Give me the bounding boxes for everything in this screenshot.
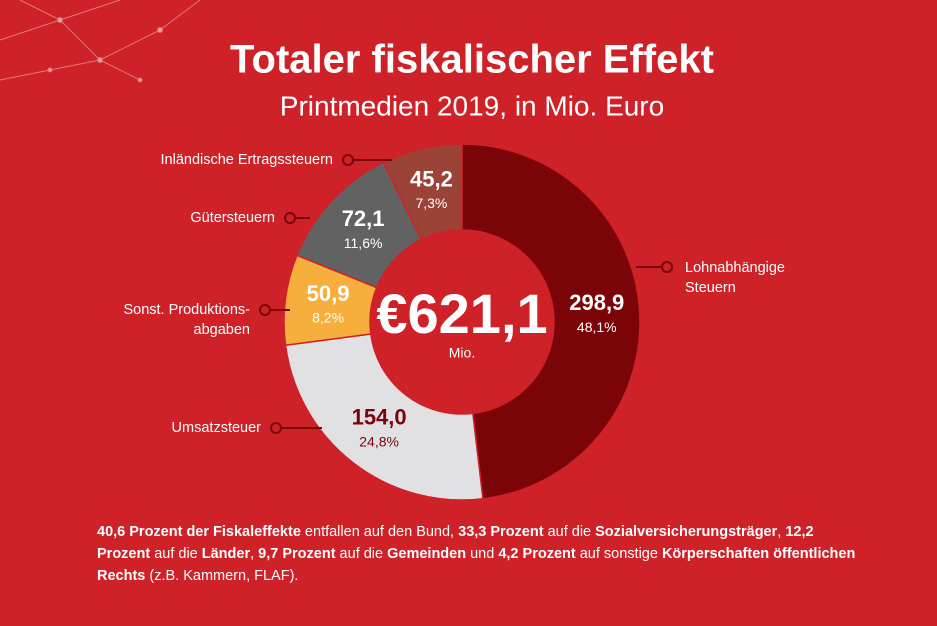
- chart-subtitle: Printmedien 2019, in Mio. Euro: [280, 90, 664, 121]
- footnote-run: 9,7 Prozent: [258, 546, 336, 562]
- leader-dot: [342, 154, 354, 166]
- share-label: 24,8%: [359, 433, 399, 449]
- footnote-run: auf sonstige: [575, 546, 662, 562]
- center-unit: Mio.: [449, 345, 475, 361]
- decoration: [0, 0, 201, 83]
- footnote-run: 33,3 Prozent: [458, 524, 544, 540]
- value-label: 45,2: [410, 166, 453, 191]
- center-label: €621,1: [376, 282, 547, 345]
- footnote-run: entfallen auf den Bund,: [300, 524, 459, 540]
- share-label: 7,3%: [415, 195, 447, 211]
- share-label: 11,6%: [344, 235, 383, 251]
- footnote-run: 4,2 Prozent: [498, 546, 576, 562]
- slice: [461, 143, 641, 500]
- footnote-run: auf die: [335, 546, 388, 562]
- value-label: 154,0: [352, 404, 407, 429]
- share-label: 48,1%: [577, 319, 617, 335]
- category-label: Umsatzsteuer: [172, 420, 262, 436]
- chart: Totaler fiskalischer Effekt Printmedien …: [0, 0, 785, 501]
- leader-dot: [259, 304, 271, 316]
- leader-dot: [270, 422, 282, 434]
- value-label: 50,9: [307, 281, 350, 306]
- footnote-run: auf die: [150, 546, 202, 562]
- labels: 298,9 48,1% Lohnabhängige Steuern 154,0 24,8%…: [123, 152, 785, 449]
- footnote-run: Sozialversicherungsträger: [595, 524, 778, 540]
- footnote-run: 40,6 Prozent der Fiskaleffekte: [97, 524, 301, 540]
- footnote-run: (z.B. Kammern, FLAF).: [145, 568, 299, 584]
- slice: [284, 333, 484, 501]
- leader-dot: [661, 261, 673, 273]
- footnote-run: 12,2 Prozent: [97, 524, 814, 562]
- footnote-run: Gemeinden: [387, 546, 467, 562]
- slice: [382, 143, 463, 241]
- footnote-run: Länder: [201, 546, 251, 562]
- category-label: Lohnabhängige Steuern: [685, 260, 785, 296]
- slices: [283, 143, 641, 501]
- category-label: Inländische Ertragssteuern: [161, 152, 334, 168]
- footnote-run: und: [466, 546, 499, 562]
- share-label: 8,2%: [312, 310, 344, 326]
- leader-dot: [284, 212, 296, 224]
- value-label: 72,1: [342, 206, 385, 231]
- value-label: 298,9: [569, 290, 624, 315]
- category-label: Sonst. Produktions-abgaben: [123, 302, 250, 338]
- footnote-run: auf die: [543, 524, 596, 540]
- footnote-run: ,: [250, 546, 259, 562]
- footnote-run: Körperschaften öffentlichen Rechts: [97, 546, 856, 584]
- chart-title: Totaler fiskalischer Effekt: [230, 38, 714, 82]
- footnote-run: ,: [777, 524, 786, 540]
- footnote: 40,6 Prozent der Fiskaleffekte entfallen…: [97, 521, 867, 587]
- category-label: Gütersteuern: [190, 210, 275, 226]
